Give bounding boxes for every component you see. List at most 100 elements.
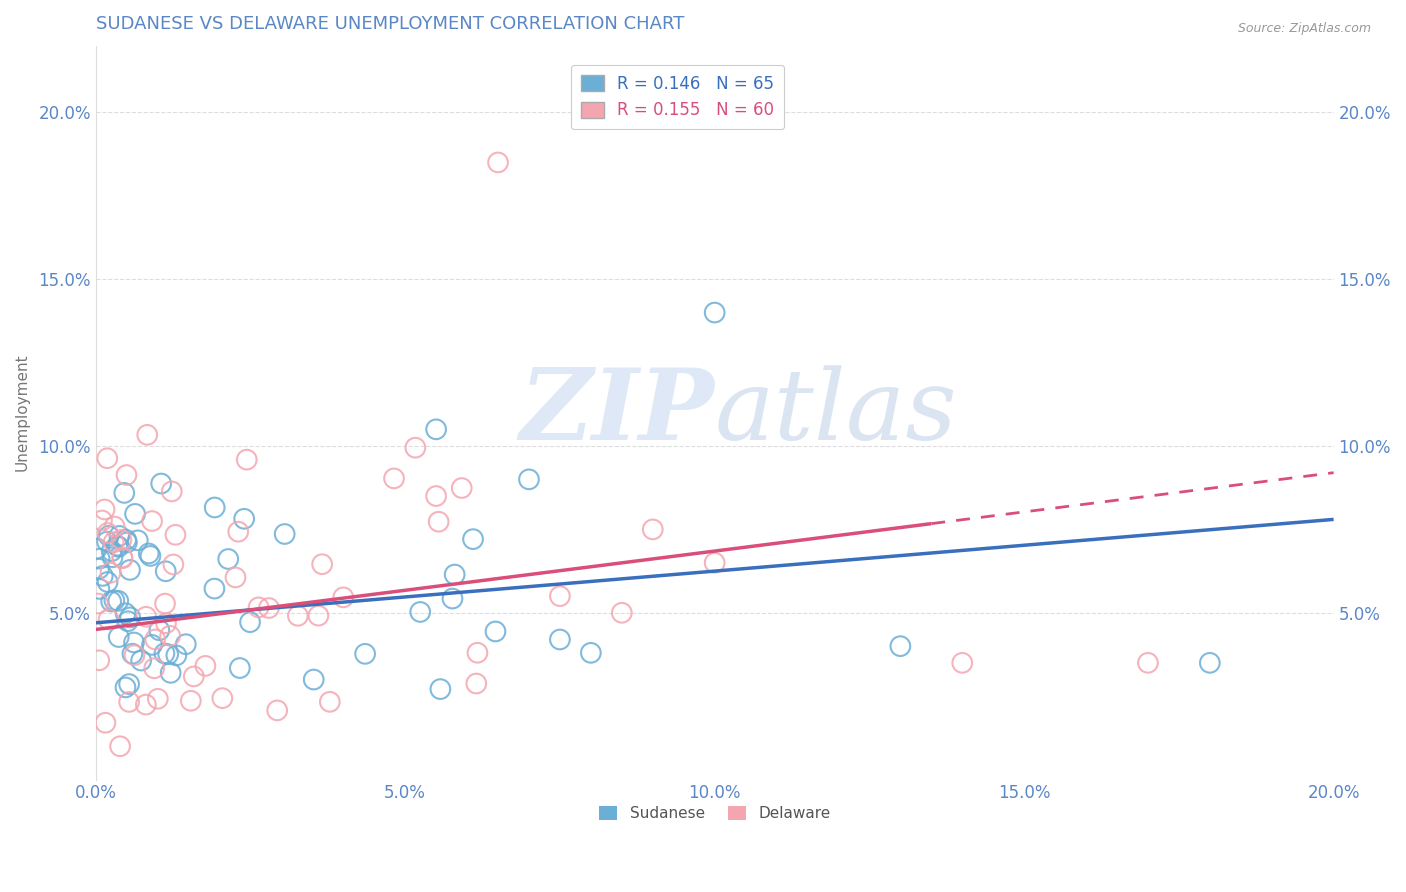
Point xyxy=(217,552,239,566)
Point xyxy=(1136,656,1159,670)
Point xyxy=(579,646,602,660)
Point xyxy=(155,616,177,631)
Point xyxy=(409,605,432,619)
Point xyxy=(138,546,160,560)
Point xyxy=(118,563,141,577)
Point xyxy=(233,512,256,526)
Point xyxy=(114,681,136,695)
Point xyxy=(319,695,342,709)
Point xyxy=(103,519,125,533)
Point xyxy=(465,676,488,690)
Point xyxy=(107,630,129,644)
Point xyxy=(204,500,226,515)
Point xyxy=(165,648,187,663)
Point xyxy=(302,673,325,687)
Point xyxy=(257,601,280,615)
Point xyxy=(703,305,725,319)
Point xyxy=(641,522,664,536)
Point xyxy=(122,635,145,649)
Text: Source: ZipAtlas.com: Source: ZipAtlas.com xyxy=(1237,22,1371,36)
Point xyxy=(111,551,134,566)
Point xyxy=(100,566,122,580)
Point xyxy=(121,647,143,661)
Point xyxy=(135,609,157,624)
Point xyxy=(115,533,138,547)
Point xyxy=(266,703,288,717)
Point xyxy=(124,507,146,521)
Point xyxy=(86,541,108,556)
Text: ZIP: ZIP xyxy=(520,365,714,461)
Point xyxy=(103,535,125,549)
Point xyxy=(100,594,122,608)
Point xyxy=(129,654,152,668)
Point xyxy=(108,739,131,754)
Point xyxy=(103,593,125,607)
Legend: Sudanese, Delaware: Sudanese, Delaware xyxy=(593,800,837,827)
Point xyxy=(141,514,163,528)
Point xyxy=(427,515,450,529)
Point xyxy=(429,682,451,697)
Point xyxy=(107,540,129,554)
Point xyxy=(141,638,163,652)
Point xyxy=(97,612,120,626)
Point xyxy=(115,468,138,483)
Point xyxy=(97,526,120,541)
Point xyxy=(155,564,177,578)
Point xyxy=(165,528,187,542)
Y-axis label: Unemployment: Unemployment xyxy=(15,354,30,472)
Point xyxy=(162,558,184,572)
Point xyxy=(889,639,911,653)
Point xyxy=(146,691,169,706)
Point xyxy=(157,648,180,662)
Text: atlas: atlas xyxy=(714,365,957,460)
Point xyxy=(96,534,118,549)
Point xyxy=(112,486,135,500)
Point xyxy=(236,452,259,467)
Point xyxy=(443,567,465,582)
Point xyxy=(96,451,118,466)
Point xyxy=(610,606,633,620)
Point xyxy=(91,569,114,583)
Point xyxy=(118,677,141,691)
Point xyxy=(127,533,149,548)
Point xyxy=(87,562,110,576)
Point xyxy=(486,155,509,169)
Point xyxy=(247,600,270,615)
Point xyxy=(332,591,354,605)
Point xyxy=(204,582,226,596)
Point xyxy=(108,529,131,543)
Point xyxy=(94,715,117,730)
Point xyxy=(153,597,176,611)
Point xyxy=(110,533,132,547)
Point xyxy=(239,615,262,629)
Point xyxy=(150,476,173,491)
Point xyxy=(160,484,183,499)
Point xyxy=(148,624,170,638)
Point xyxy=(97,574,120,589)
Point xyxy=(93,502,115,516)
Point xyxy=(143,661,166,675)
Point xyxy=(159,665,181,680)
Point xyxy=(467,646,489,660)
Text: SUDANESE VS DELAWARE UNEMPLOYMENT CORRELATION CHART: SUDANESE VS DELAWARE UNEMPLOYMENT CORREL… xyxy=(96,15,685,33)
Point xyxy=(180,694,202,708)
Point xyxy=(120,610,142,624)
Point xyxy=(484,624,506,639)
Point xyxy=(404,441,426,455)
Point xyxy=(89,551,111,566)
Point xyxy=(194,659,217,673)
Point xyxy=(101,550,124,565)
Point xyxy=(135,698,157,712)
Point xyxy=(153,647,176,661)
Point xyxy=(441,591,464,606)
Point xyxy=(425,422,447,436)
Point xyxy=(703,556,725,570)
Point xyxy=(226,524,249,539)
Point xyxy=(111,550,134,565)
Point xyxy=(136,427,159,442)
Point xyxy=(174,637,197,651)
Point xyxy=(159,629,181,643)
Point xyxy=(354,647,377,661)
Point xyxy=(1198,656,1220,670)
Point xyxy=(211,691,233,706)
